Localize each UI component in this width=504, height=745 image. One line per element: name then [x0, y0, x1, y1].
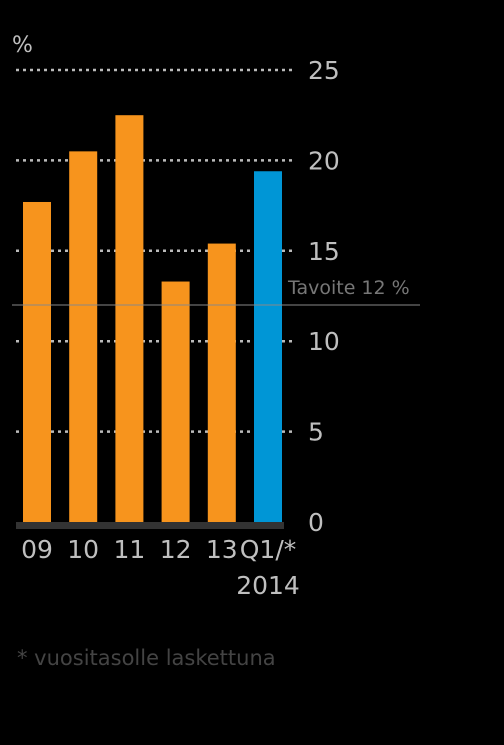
bar-09 [23, 201, 51, 522]
bar-12 [161, 281, 190, 522]
x-tick-label: 09 [21, 535, 53, 564]
x-tick-label: 13 [206, 535, 238, 564]
target-line-group: Tavoite 12 % [12, 277, 420, 306]
y-tick-label: 10 [308, 327, 340, 356]
bar-10 [69, 151, 98, 523]
gridlines [16, 68, 292, 433]
bars [23, 115, 282, 523]
bar-11 [115, 115, 144, 522]
bar-q1 [254, 171, 282, 523]
y-tick-labels: 0 5 10 15 20 25 [308, 56, 340, 537]
y-axis-unit-label: % [12, 33, 33, 58]
y-tick-label: 15 [308, 237, 340, 266]
bar-13 [207, 243, 236, 522]
x-axis-baseline [16, 522, 284, 529]
x-tick-label: Q1/* [240, 535, 297, 564]
y-tick-label: 0 [308, 508, 324, 537]
x-tick-label: 12 [160, 535, 192, 564]
target-label: Tavoite 12 % [287, 277, 410, 299]
x-tick-sublabel: 2014 [236, 571, 300, 600]
y-tick-label: 5 [308, 418, 324, 447]
y-tick-label: 25 [308, 56, 340, 85]
x-tick-labels: 09 10 11 12 13 Q1/* 2014 [21, 535, 300, 600]
x-tick-label: 10 [67, 535, 99, 564]
footnote: * vuositasolle laskettuna [17, 646, 276, 670]
y-tick-label: 20 [308, 146, 340, 175]
x-tick-label: 11 [113, 535, 145, 564]
